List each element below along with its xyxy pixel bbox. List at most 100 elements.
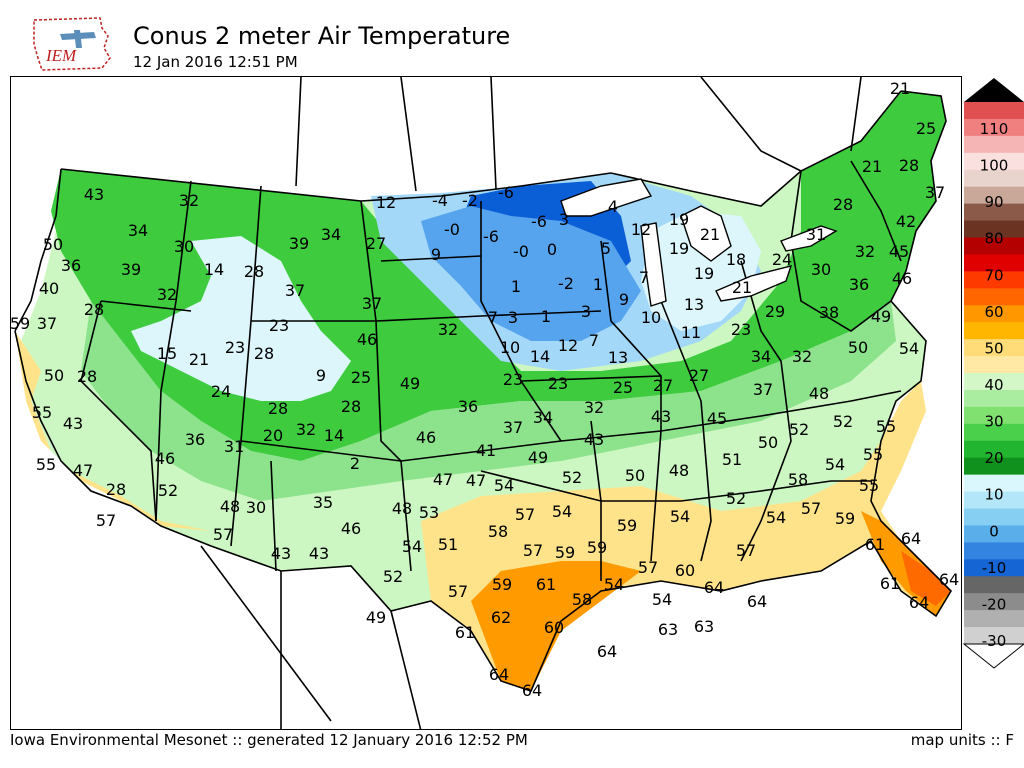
temperature-value: 27 [689,366,709,385]
great-lakes [560,178,838,307]
temperature-value: 55 [863,445,883,464]
temperature-value: 12 [631,220,651,239]
temperature-value: 21 [890,79,910,98]
temperature-value: 28 [244,262,264,281]
temperature-value: 52 [383,567,403,586]
temperature-value: 45 [889,242,909,261]
colorbar-swatch [964,508,1024,526]
temperature-value: 20 [263,426,283,445]
temperature-value: 45 [707,409,727,428]
temperature-value: 61 [880,574,900,593]
temperature-value: 9 [316,366,326,385]
temperature-value: 18 [726,250,746,269]
temp-zone-cool-west [131,236,351,401]
colorbar-swatch [964,135,1024,154]
temperature-value: 48 [809,384,829,403]
temperature-value: -6 [531,212,547,231]
temperature-value: 46 [892,269,912,288]
temperature-value: 12 [558,336,578,355]
temperature-value: 52 [158,481,178,500]
colorbar-top-arrow [964,78,1024,102]
colorbar-swatch [964,542,1024,560]
temperature-value: 61 [536,575,556,594]
iem-logo: IEM [33,17,111,71]
temperature-value: -0 [513,242,529,261]
colorbar-label: 70 [984,266,1003,284]
temperature-value: 23 [548,374,568,393]
temperature-value: 55 [876,417,896,436]
temperature-value: 28 [341,397,361,416]
temperature-value: 13 [608,348,628,367]
temperature-value: 19 [669,239,689,258]
temperature-value: 59 [11,314,30,333]
temperature-value: 0 [547,240,557,259]
colorbar-label: 110 [980,120,1009,138]
temperature-value: 37 [362,294,382,313]
temperature-value: 23 [225,338,245,357]
temperature-value: 37 [285,281,305,300]
colorbar-label: 0 [989,522,999,540]
temperature-value: 24 [211,382,231,401]
temperature-value: 64 [939,570,959,589]
temperature-value: 41 [476,441,496,460]
temperature-value: 32 [792,347,812,366]
temperature-value: 28 [77,367,97,386]
temperature-value: 47 [433,470,453,489]
temperature-value: 55 [32,403,52,422]
temperature-value: 64 [704,578,724,597]
temperature-value: 46 [357,330,377,349]
temperature-value: 34 [128,221,148,240]
temperature-value: 1 [541,307,551,326]
temperature-value: 46 [341,519,361,538]
temperature-value: 61 [865,535,885,554]
page-title: Conus 2 meter Air Temperature [133,22,511,50]
temperature-value: 36 [458,397,478,416]
temperature-value: 36 [185,430,205,449]
temperature-value: -2 [558,274,574,293]
temperature-value: 49 [366,608,386,627]
temperature-value: 54 [766,508,786,527]
temperature-value: 49 [528,448,548,467]
temperature-value: 52 [726,489,746,508]
temperature-value: 58 [788,470,808,489]
temperature-value: 43 [271,544,291,563]
temperature-value: 14 [530,347,550,366]
colorbar-label: 20 [984,449,1003,467]
temperature-value: 34 [751,347,771,366]
temp-zone-florida-hot [901,551,951,606]
temperature-value: 2 [350,454,360,473]
temperature-value: 1 [593,275,603,294]
temperature-value: 32 [157,285,177,304]
temperature-value: 27 [653,376,673,395]
international-borders [200,77,862,729]
footer-units: map units :: F [910,731,1014,749]
temperature-value: 19 [694,264,714,283]
temperature-value: 10 [500,338,520,357]
colorbar-swatch [964,627,1024,645]
temperature-value: 30 [246,498,266,517]
colorbar-swatch [964,271,1024,289]
temperature-value: 54 [652,590,672,609]
temperature-value: 52 [562,468,582,487]
temperature-value: 42 [896,212,916,231]
temperature-value: 60 [675,561,695,580]
temperature-value: 59 [587,538,607,557]
temperature-value: 12 [376,193,396,212]
temperature-value: 25 [916,119,936,138]
colorbar-swatch [964,288,1024,306]
temperature-value: 27 [366,234,386,253]
temperature-value: 7 [589,331,599,350]
colorbar-swatch [964,389,1024,408]
temperature-value: 55 [859,476,879,495]
colorbar-label: -30 [982,632,1007,650]
temperature-value: 25 [613,378,633,397]
temperature-value: 52 [789,420,809,439]
temperature-value: 10 [641,308,661,327]
colorbar-swatch [964,576,1024,594]
colorbar-swatch [964,220,1024,238]
temperature-value: 29 [765,302,785,321]
colorbar-swatch [964,373,1024,391]
temperature-value: 11 [681,323,701,342]
colorbar-label: 80 [984,230,1003,248]
